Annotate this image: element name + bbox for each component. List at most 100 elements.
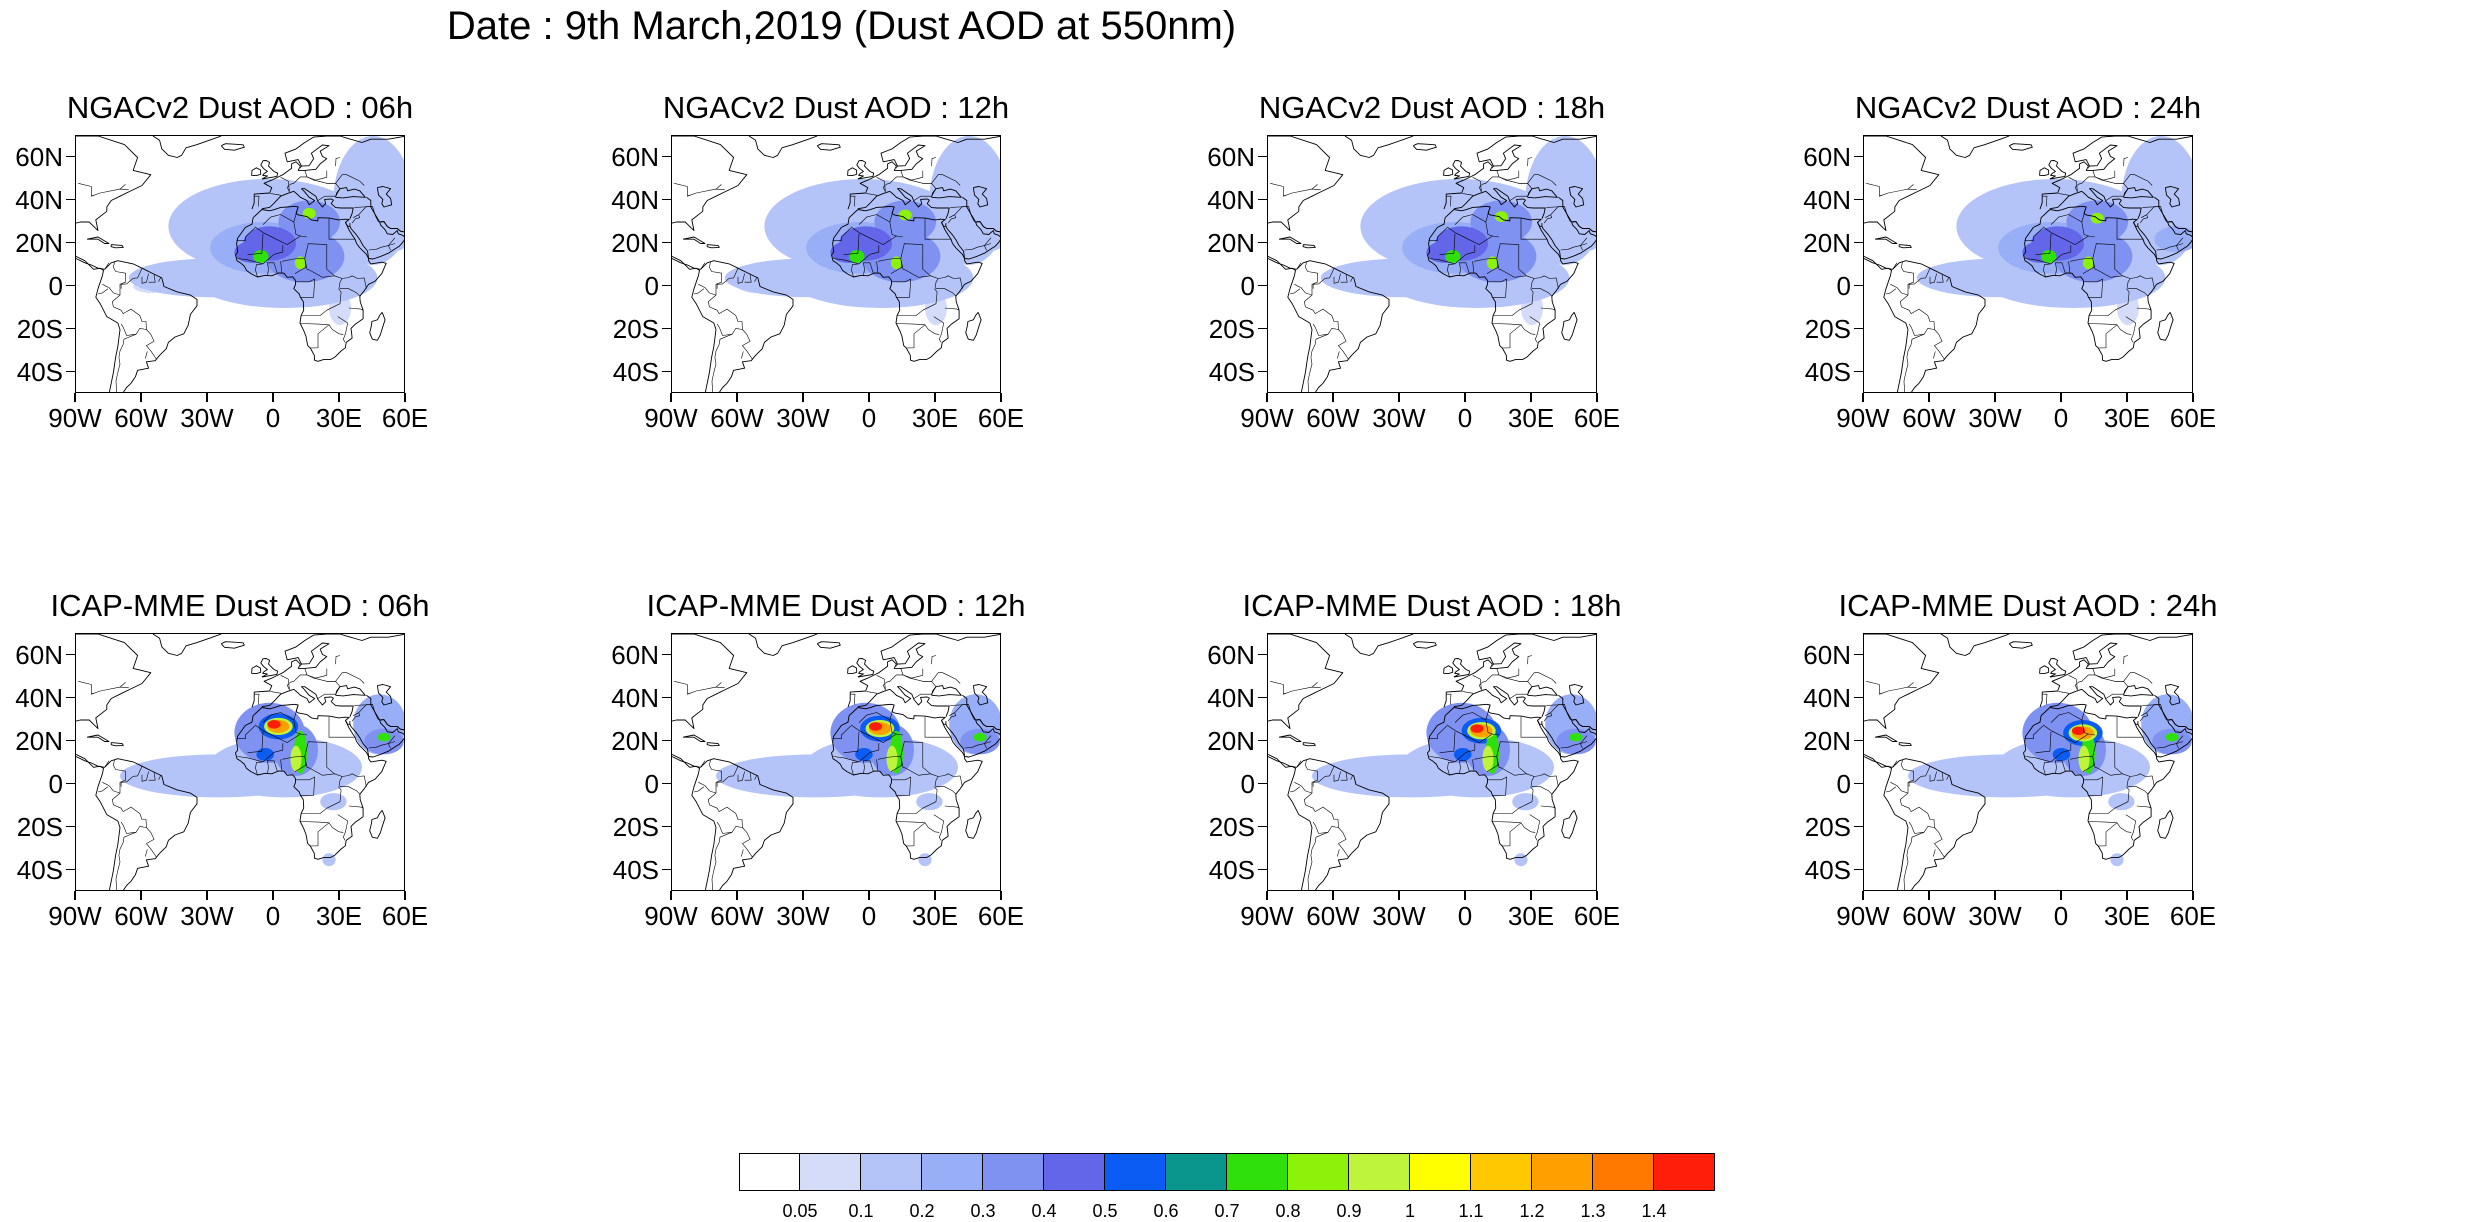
country-border xyxy=(1283,692,1286,695)
coastline-sawest xyxy=(76,753,121,890)
country-border xyxy=(896,165,898,169)
country-border xyxy=(295,776,315,796)
aod-contour xyxy=(2108,793,2135,811)
latitude-tick xyxy=(662,284,671,287)
coastline-greenland xyxy=(1940,136,2010,158)
longitude-label: 90W xyxy=(644,901,698,931)
colorbar-label: 0.3 xyxy=(970,1201,996,1221)
country-border xyxy=(1270,681,1321,695)
country-border xyxy=(2082,258,2123,278)
country-border xyxy=(328,822,344,833)
country-border xyxy=(2087,821,2118,847)
country-border xyxy=(328,716,356,738)
dust-aod-map xyxy=(672,136,1000,392)
country-border xyxy=(876,759,879,772)
coastline-britain xyxy=(1452,658,1471,678)
country-border xyxy=(936,786,957,795)
coastline-madagascar xyxy=(369,810,386,839)
coastline-britain xyxy=(1452,160,1471,180)
coastline-sawest xyxy=(1268,255,1313,392)
latitude-tick xyxy=(1854,825,1863,828)
longitude-tick xyxy=(802,393,804,402)
country-border xyxy=(91,692,94,695)
aod-contour xyxy=(890,256,902,270)
coastline-sawest xyxy=(1864,255,1909,392)
country-border xyxy=(716,268,739,289)
coastline-britain xyxy=(2048,658,2067,678)
coastline-namerica xyxy=(76,634,152,730)
country-border xyxy=(1885,288,1897,295)
latitude-tick xyxy=(66,868,75,871)
dust-aod-map xyxy=(76,136,404,392)
country-border xyxy=(1496,170,1520,181)
longitude-tick xyxy=(2126,891,2128,900)
country-border xyxy=(1333,273,1341,284)
latitude-label: 20N xyxy=(611,227,659,258)
country-border xyxy=(851,761,858,776)
aod-contour xyxy=(855,747,873,761)
latitude-label: 40N xyxy=(611,682,659,713)
longitude-label: 0 xyxy=(1457,403,1473,433)
longitude-tick xyxy=(206,393,208,402)
country-border xyxy=(1520,324,1536,335)
dust-aod-map xyxy=(1268,136,1596,392)
country-border xyxy=(2025,743,2072,763)
colorbar-label: 0.2 xyxy=(909,1201,935,1221)
latitude-tick xyxy=(1258,653,1267,656)
country-border xyxy=(950,704,969,706)
country-border xyxy=(944,805,960,809)
aod-contour xyxy=(322,853,336,867)
country-border xyxy=(1527,655,1533,665)
coastline-samerica xyxy=(1268,756,1390,890)
country-border xyxy=(348,805,364,809)
country-border xyxy=(1560,741,1588,749)
longitude-tick xyxy=(140,393,142,402)
latitude-label: 40S xyxy=(16,356,63,387)
coastline-europe xyxy=(251,634,404,708)
map-plot-area xyxy=(671,633,1001,891)
country-border xyxy=(120,766,143,787)
country-border xyxy=(2035,731,2052,753)
country-border xyxy=(1307,831,1329,890)
panel-title: ICAP-MME Dust AOD : 06h xyxy=(50,588,430,623)
longitude-label: 0 xyxy=(2053,901,2069,931)
country-border xyxy=(1899,792,1935,834)
coastline-sinai xyxy=(1537,720,1543,725)
country-border xyxy=(254,195,260,207)
coastlines xyxy=(1864,634,2192,890)
longitude-tick xyxy=(1000,393,1002,402)
dust-aod-map xyxy=(1864,634,2192,890)
longitude-tick xyxy=(1332,393,1334,402)
longitude-tick xyxy=(868,891,870,900)
longitude-label: 30W xyxy=(1372,403,1426,433)
coastline-cuba xyxy=(1874,734,1898,742)
latitude-tick xyxy=(662,653,671,656)
country-border xyxy=(1447,761,1454,776)
coastline-greenland xyxy=(748,634,818,656)
country-border xyxy=(293,704,301,735)
country-border xyxy=(1340,274,1348,283)
panel-title: ICAP-MME Dust AOD : 18h xyxy=(1242,588,1622,623)
latitude-label: 60N xyxy=(611,141,659,172)
country-border xyxy=(295,278,315,298)
longitude-label: 0 xyxy=(2053,403,2069,433)
country-border xyxy=(1908,766,1931,787)
latitude-tick xyxy=(66,696,75,699)
longitude-tick xyxy=(272,891,274,900)
country-border xyxy=(876,261,879,274)
longitude-label: 60E xyxy=(381,901,429,931)
country-border xyxy=(924,822,940,833)
country-border xyxy=(2087,323,2118,349)
country-border xyxy=(2050,214,2082,225)
country-border xyxy=(698,261,722,296)
coastline-ireland xyxy=(847,167,858,177)
country-border xyxy=(300,663,302,667)
country-border xyxy=(895,821,926,847)
coastline-samerica xyxy=(672,756,794,890)
country-border xyxy=(1333,771,1341,782)
country-border xyxy=(2116,218,2144,240)
latitude-tick xyxy=(1258,155,1267,158)
coastline-ireland xyxy=(251,665,262,675)
country-border xyxy=(1546,206,1565,208)
coastline-samerica xyxy=(1268,258,1390,392)
